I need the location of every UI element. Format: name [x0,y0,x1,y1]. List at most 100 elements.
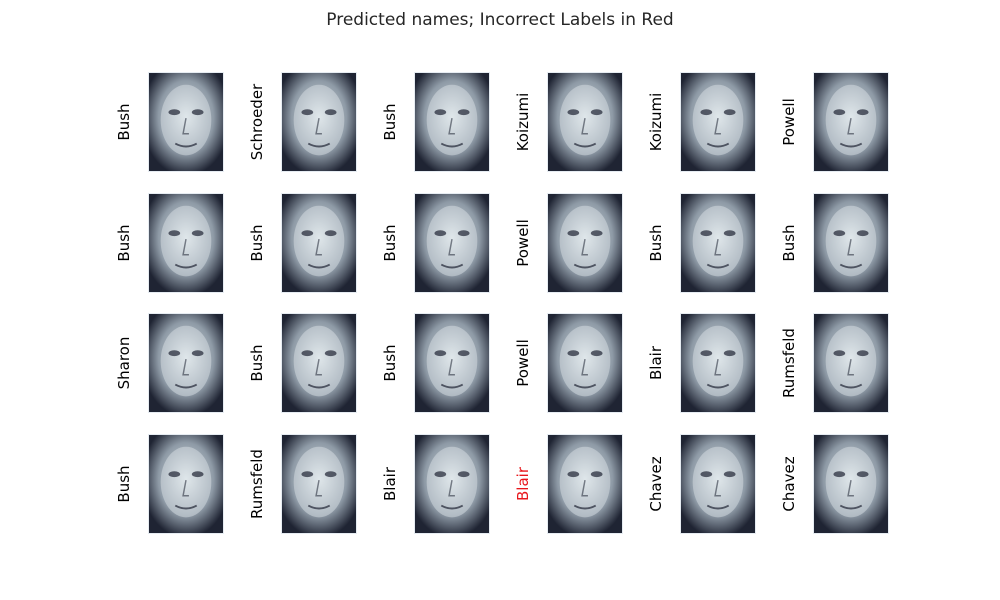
face-photo-icon [548,194,622,292]
predicted-name-wrap: Bush [370,313,410,413]
face-photo [148,434,224,534]
face-photo-icon [681,73,755,171]
predicted-name-wrap: Powell [769,72,809,172]
face-cell: Bush [237,313,357,413]
face-cell: Bush [769,193,889,293]
predicted-name-wrap: Rumsfeld [769,313,809,413]
face-cell: Blair [503,434,623,534]
predicted-name-label: Bush [381,103,399,141]
face-photo [414,193,490,293]
face-photo-icon [282,73,356,171]
predicted-name-label: Koizumi [514,92,532,152]
face-photo [148,193,224,293]
face-photo [281,72,357,172]
predicted-name-label: Blair [514,467,532,501]
predicted-name-wrap: Bush [769,193,809,293]
face-cell: Chavez [769,434,889,534]
face-photo-icon [548,73,622,171]
face-photo-icon [548,435,622,533]
predicted-name-wrap: Blair [503,434,543,534]
face-photo-icon [548,314,622,412]
face-cell: Sharon [104,313,224,413]
face-photo [414,313,490,413]
face-cell: Bush [237,193,357,293]
face-photo-icon [681,194,755,292]
predicted-name-wrap: Sharon [104,313,144,413]
face-photo [813,434,889,534]
face-cell: Koizumi [636,72,756,172]
face-photo [547,434,623,534]
face-cell: Rumsfeld [769,313,889,413]
predicted-name-label: Rumsfeld [248,449,266,519]
predicted-name-wrap: Blair [370,434,410,534]
face-photo-icon [814,435,888,533]
face-cell: Schroeder [237,72,357,172]
face-photo-icon [415,435,489,533]
face-cell: Chavez [636,434,756,534]
predicted-name-label: Sharon [115,336,133,390]
predicted-name-wrap: Powell [503,313,543,413]
predicted-name-label: Bush [115,465,133,503]
face-photo-icon [814,314,888,412]
predicted-name-wrap: Bush [370,193,410,293]
face-cell: Bush [104,193,224,293]
face-photo [414,434,490,534]
face-photo-icon [415,314,489,412]
face-photo-icon [415,194,489,292]
predicted-name-label: Chavez [647,456,665,512]
face-cell: Bush [104,434,224,534]
face-photo-icon [282,435,356,533]
face-photo-icon [814,194,888,292]
face-photo [281,313,357,413]
predicted-name-wrap: Koizumi [503,72,543,172]
predicted-name-label: Bush [381,224,399,262]
predicted-name-wrap: Bush [237,313,277,413]
face-photo-icon [149,73,223,171]
predicted-name-wrap: Chavez [769,434,809,534]
face-photo-icon [415,73,489,171]
predicted-name-label: Bush [115,103,133,141]
predicted-name-label: Bush [248,344,266,382]
predicted-name-label: Bush [115,224,133,262]
predicted-name-label: Blair [647,346,665,380]
face-photo [680,434,756,534]
face-photo-icon [681,435,755,533]
predicted-name-wrap: Bush [104,72,144,172]
face-photo [148,313,224,413]
face-cell: Powell [503,193,623,293]
predicted-name-label: Powell [514,219,532,267]
predicted-name-wrap: Bush [636,193,676,293]
face-photo [414,72,490,172]
face-photo [547,193,623,293]
face-photo-icon [149,314,223,412]
face-cell: Rumsfeld [237,434,357,534]
face-cell: Bush [636,193,756,293]
face-cell: Bush [370,72,490,172]
predicted-name-label: Bush [780,224,798,262]
predicted-name-wrap: Powell [503,193,543,293]
face-cell: Koizumi [503,72,623,172]
face-photo [680,193,756,293]
predicted-name-label: Powell [514,339,532,387]
predicted-name-wrap: Chavez [636,434,676,534]
predicted-name-wrap: Bush [104,193,144,293]
predicted-name-wrap: Bush [104,434,144,534]
face-photo-icon [282,194,356,292]
figure-title: Predicted names; Incorrect Labels in Red [326,10,674,30]
predicted-name-label: Koizumi [647,92,665,152]
face-photo [813,72,889,172]
predicted-name-label: Bush [381,344,399,382]
face-photo-icon [149,194,223,292]
predicted-name-label: Chavez [780,456,798,512]
face-cell: Powell [503,313,623,413]
face-photo-icon [814,73,888,171]
predicted-name-label: Bush [647,224,665,262]
face-photo [813,313,889,413]
face-photo-icon [282,314,356,412]
face-photo [281,434,357,534]
face-photo [813,193,889,293]
predicted-name-wrap: Rumsfeld [237,434,277,534]
predicted-name-label: Schroeder [248,83,266,161]
face-photo [680,313,756,413]
